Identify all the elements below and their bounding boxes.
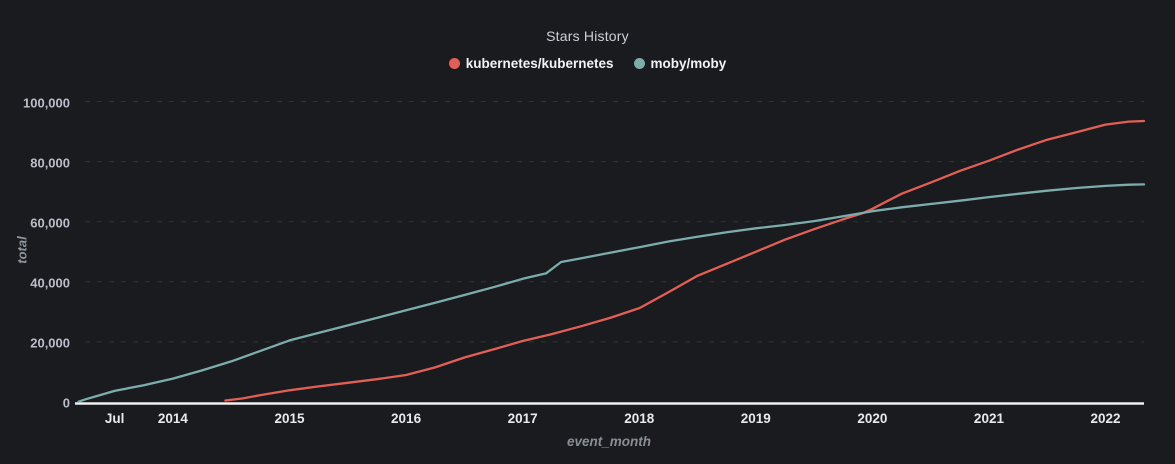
x-tick-label: 2022 <box>1090 411 1121 426</box>
y-tick-label: 100,000 <box>23 95 70 110</box>
x-tick-label: 2020 <box>857 411 888 426</box>
legend-dot-icon <box>448 58 460 69</box>
y-tick-label: 40,000 <box>30 275 70 291</box>
legend-dot-icon <box>633 58 645 69</box>
x-tick-label: 2014 <box>157 411 188 426</box>
series-line-kubernetes <box>224 119 1146 402</box>
y-tick-label: 0 <box>62 395 70 411</box>
x-tick-label: 2015 <box>274 411 305 426</box>
y-tick-label: 80,000 <box>30 155 70 171</box>
legend-label-kubernetes: kubernetes/kubernetes <box>465 56 614 71</box>
y-tick-label: 60,000 <box>30 215 70 231</box>
chart-title: Stars History <box>546 28 629 44</box>
legend-item-moby[interactable]: moby/moby <box>633 56 727 71</box>
legend-item-kubernetes[interactable]: kubernetes/kubernetes <box>448 56 614 71</box>
x-tick-label: 2017 <box>507 411 538 426</box>
legend: kubernetes/kubernetes moby/moby <box>0 56 1175 71</box>
x-tick-label: Jul <box>104 411 125 426</box>
legend-label-moby: moby/moby <box>650 56 727 71</box>
x-tick-label: 2021 <box>973 411 1004 426</box>
x-tick-label: 2016 <box>391 411 422 426</box>
series-line-moby <box>77 183 1146 403</box>
x-tick-label: 2019 <box>740 411 771 426</box>
y-tick-label: 20,000 <box>30 335 70 351</box>
y-axis-label: total <box>14 236 30 264</box>
x-axis-label: event_month <box>566 434 652 449</box>
x-tick-label: 2018 <box>624 411 655 426</box>
